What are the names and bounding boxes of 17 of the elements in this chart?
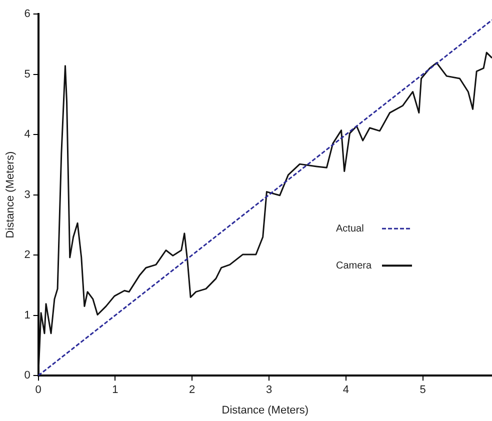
y-tick-label: 5 [24,68,30,80]
x-tick-label: 1 [112,384,118,396]
y-axis-title: Distance (Meters) [4,151,17,238]
y-tick-label: 1 [24,309,30,322]
y-tick-label: 6 [24,8,30,20]
y-tick-label: 3 [24,188,30,201]
y-tick-label: 4 [24,128,30,141]
y-tick-label: 0 [24,370,30,382]
x-tick-label: 2 [189,384,196,396]
x-axis-title: Distance (Meters) [222,404,309,416]
x-tick-label: 0 [35,384,42,396]
legend-label: Actual [336,223,364,234]
legend-label: Camera [336,260,372,272]
x-tick-label: 5 [420,384,426,396]
y-tick-label: 2 [24,249,30,262]
x-tick-label: 3 [266,384,272,396]
x-tick-label: 4 [342,384,349,396]
